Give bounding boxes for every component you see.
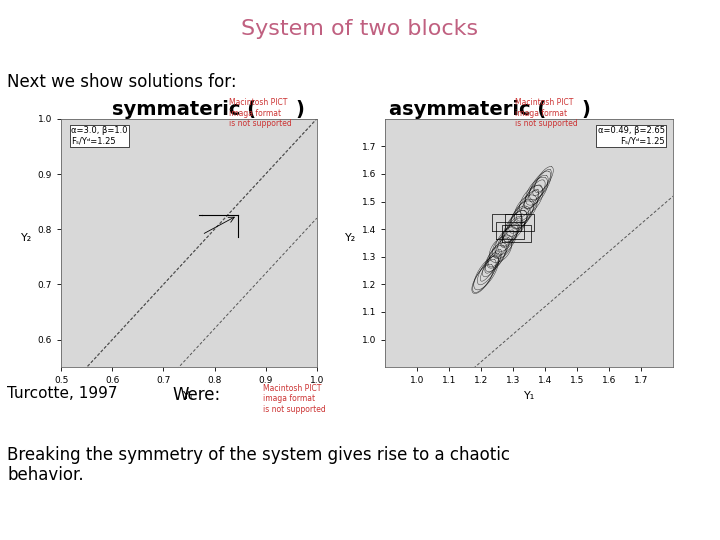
Text: asymmateric (: asymmateric ( — [389, 100, 546, 119]
Text: Macintosh PICT
imaga format
is not supported: Macintosh PICT imaga format is not suppo… — [229, 98, 292, 128]
Text: symmateric (: symmateric ( — [112, 100, 256, 119]
Text: Breaking the symmetry of the system gives rise to a chaotic
behavior.: Breaking the symmetry of the system give… — [7, 446, 510, 484]
Text: Next we show solutions for:: Next we show solutions for: — [7, 73, 237, 91]
Text: Were:: Were: — [173, 386, 221, 404]
Text: ): ) — [582, 100, 590, 119]
X-axis label: Y₁: Y₁ — [184, 391, 194, 401]
Text: Macintosh PICT
imaga format
is not supported: Macintosh PICT imaga format is not suppo… — [515, 98, 577, 128]
Y-axis label: Y₂: Y₂ — [21, 233, 32, 243]
X-axis label: Y₁: Y₁ — [523, 391, 535, 401]
Text: α=0.49, β=2.65
Fₛ/Yᵈ=1.25: α=0.49, β=2.65 Fₛ/Yᵈ=1.25 — [598, 126, 665, 146]
Text: Macintosh PICT
imaga format
is not supported: Macintosh PICT imaga format is not suppo… — [263, 384, 325, 414]
Text: ): ) — [295, 100, 304, 119]
Text: Turcotte, 1997: Turcotte, 1997 — [7, 386, 117, 401]
Text: α=3.0, β=1.0
Fₛ/Yᵈ=1.25: α=3.0, β=1.0 Fₛ/Yᵈ=1.25 — [71, 126, 128, 146]
Y-axis label: Y₂: Y₂ — [345, 233, 356, 243]
Text: System of two blocks: System of two blocks — [241, 19, 479, 39]
